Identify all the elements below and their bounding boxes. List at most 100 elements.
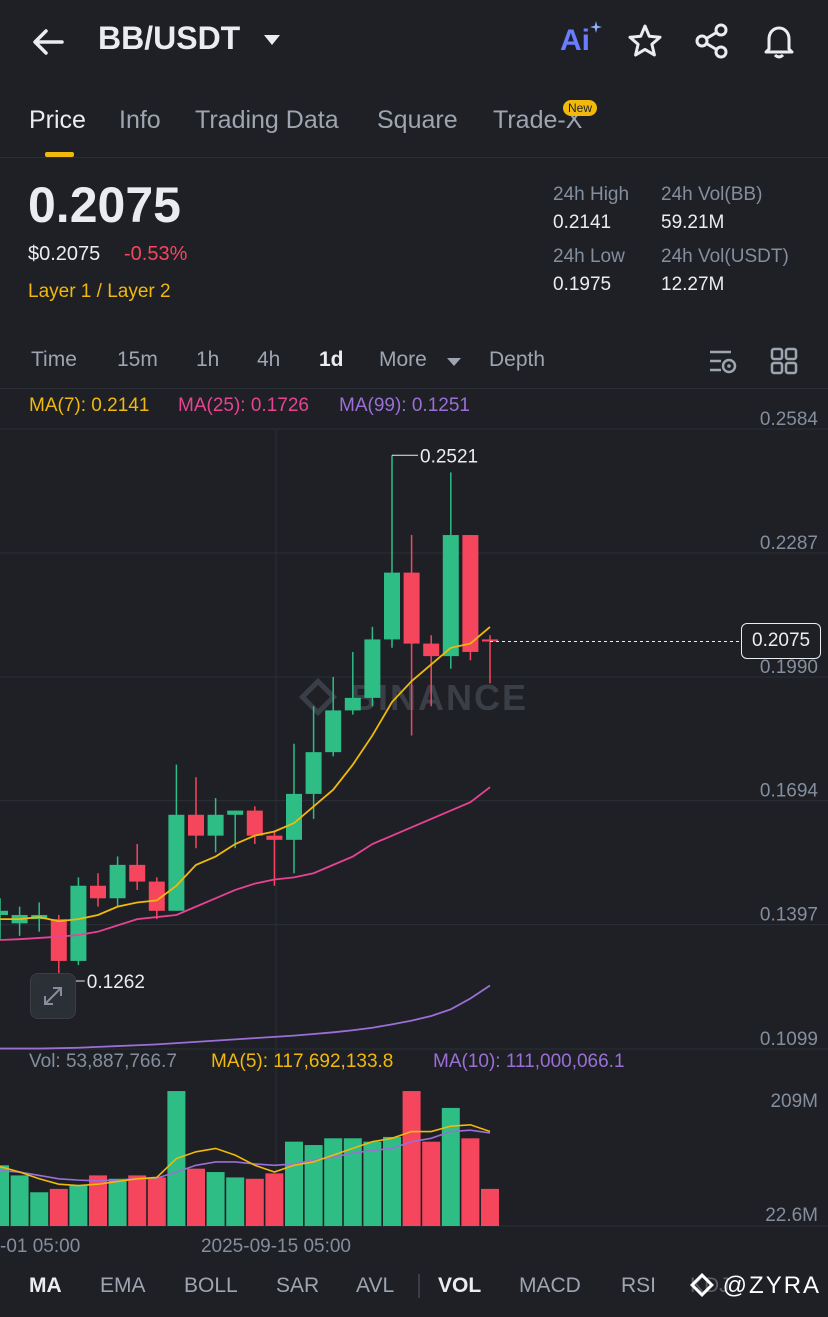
candle-body — [109, 864, 126, 899]
ai-button[interactable]: Ai — [560, 21, 602, 58]
vol-quote-label: 24h Vol(USDT) — [661, 246, 789, 267]
candle-body — [90, 885, 106, 899]
volume-bar — [461, 1138, 480, 1226]
volume-bar — [422, 1141, 441, 1226]
volume-bar — [69, 1185, 88, 1226]
chart-settings-button[interactable] — [707, 346, 739, 381]
volume-bar — [324, 1138, 343, 1226]
price-axis-label: 0.1990 — [760, 657, 818, 678]
volume-legend: Vol: 53,887,766.7 — [29, 1051, 177, 1072]
candle-body — [129, 864, 146, 882]
category-tag[interactable]: Layer 1 / Layer 2 — [28, 281, 171, 302]
indicator-boll[interactable]: BOLL — [184, 1274, 238, 1297]
high-label: 24h High — [553, 184, 630, 205]
timeframe-divider — [0, 388, 828, 389]
volume-bar — [226, 1177, 245, 1226]
volume-bar — [265, 1173, 284, 1226]
back-button[interactable] — [28, 24, 68, 60]
usd-price: $0.2075 — [28, 243, 101, 265]
share-icon — [695, 23, 728, 59]
share-button[interactable] — [693, 22, 731, 65]
vol-base-value: 59.21M — [661, 212, 725, 233]
indicator-rsi[interactable]: RSI — [621, 1274, 657, 1297]
indicator-sar[interactable]: SAR — [276, 1274, 320, 1297]
volume-bar — [343, 1138, 362, 1226]
timeframe-4h[interactable]: 4h — [257, 348, 281, 371]
volume-bar — [89, 1175, 107, 1226]
indicator-vol[interactable]: VOL — [438, 1274, 482, 1297]
candle-body — [188, 814, 204, 836]
ma7-line — [0, 626, 491, 923]
chart-settings-icon — [710, 350, 737, 374]
timeframe-more[interactable]: More — [379, 348, 427, 371]
tab-square[interactable]: Square — [377, 106, 458, 134]
new-badge: New — [563, 100, 598, 116]
vol_ma10_m-line — [0, 1129, 491, 1182]
volume-bar — [206, 1172, 225, 1226]
credit-text: @ZYRA — [722, 1272, 822, 1299]
star-icon — [628, 24, 662, 57]
low-value: 0.1975 — [553, 274, 612, 295]
candle-body — [246, 810, 263, 836]
volume-bar — [383, 1136, 401, 1226]
volume-bar — [187, 1168, 205, 1226]
low-label: 24h Low — [553, 246, 625, 267]
indicator-avl[interactable]: AVL — [356, 1274, 395, 1297]
price-axis-label: 0.1694 — [760, 781, 819, 802]
depth-tab[interactable]: Depth — [489, 348, 546, 371]
time-axis-label: 2025-09-15 05:00 — [201, 1236, 351, 1257]
timeframe-1h[interactable]: 1h — [196, 348, 220, 371]
vol_ma5_m-line — [0, 1123, 491, 1187]
volume-bar — [0, 1165, 9, 1226]
tabs-divider — [0, 157, 828, 158]
binance-logo-icon — [298, 677, 338, 717]
time-axis: -01 05:00 2025-09-15 05:00 — [0, 1236, 351, 1257]
vol-ma5-legend: MA(5): 117,692,133.8 — [211, 1051, 394, 1072]
vol-base-label: 24h Vol(BB) — [661, 184, 763, 205]
tab-price[interactable]: Price — [29, 106, 86, 134]
volume-bar — [441, 1107, 460, 1226]
tab-info[interactable]: Info — [119, 106, 161, 134]
grid-icon — [770, 347, 798, 375]
sparkle-icon — [590, 21, 602, 33]
expand-chart-button[interactable] — [30, 973, 76, 1019]
candle-body — [70, 885, 87, 961]
candle-body — [148, 881, 165, 911]
candle-body — [482, 639, 498, 642]
volume-bar — [10, 1175, 29, 1226]
indicator-ma[interactable]: MA — [29, 1274, 62, 1297]
volume-axis-min: 22.6M — [765, 1205, 818, 1226]
candle-body — [423, 643, 440, 657]
vol-ma10-legend: MA(10): 111,000,066.1 — [433, 1051, 625, 1072]
price-axis-label: 0.2287 — [760, 533, 818, 554]
volume-bar — [402, 1091, 421, 1226]
timeframe-15m[interactable]: 15m — [117, 348, 158, 371]
timeframe-time[interactable]: Time — [31, 348, 77, 371]
volume-bar — [304, 1145, 323, 1226]
tab-trading-data[interactable]: Trading Data — [195, 106, 339, 134]
candle-body — [442, 535, 459, 657]
last-price: 0.2075 — [28, 177, 181, 233]
caret-down-icon[interactable] — [262, 32, 282, 53]
more-caret-icon — [446, 355, 462, 373]
indicator-macd[interactable]: MACD — [519, 1274, 581, 1297]
arrow-left-icon — [33, 29, 64, 55]
volume-bar — [285, 1141, 303, 1226]
ma25-line — [0, 786, 491, 941]
favorite-button[interactable] — [626, 22, 664, 65]
volume-bar — [147, 1177, 166, 1226]
indicator-ema[interactable]: EMA — [100, 1274, 146, 1297]
ai-label: Ai — [560, 24, 590, 57]
timeframe-1d[interactable]: 1d — [319, 348, 344, 371]
time-axis-label: -01 05:00 — [0, 1236, 80, 1257]
layout-grid-button[interactable] — [769, 346, 799, 381]
alert-button[interactable] — [760, 22, 798, 65]
candle-body — [227, 810, 244, 815]
price-axis-label: 0.1099 — [760, 1029, 818, 1050]
indicator-separator — [418, 1274, 420, 1298]
volume-bar — [108, 1178, 127, 1226]
volume-ma-lines — [0, 1123, 491, 1187]
pair-title[interactable]: BB/USDT — [98, 20, 241, 56]
active-tab-indicator — [45, 152, 74, 157]
